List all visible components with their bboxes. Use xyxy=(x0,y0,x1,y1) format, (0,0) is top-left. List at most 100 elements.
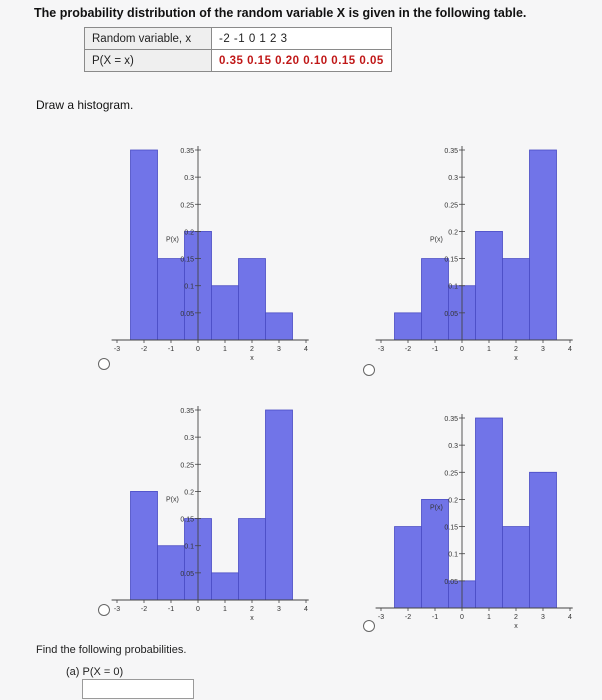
histogram-bar xyxy=(265,409,293,601)
y-tick-label: 0.15 xyxy=(180,257,194,264)
x-tick-label: 3 xyxy=(277,606,281,613)
x-tick-label: 3 xyxy=(541,614,545,621)
x-values: -2 -1 0 1 2 3 xyxy=(211,27,392,50)
answer-input-a[interactable] xyxy=(82,679,194,699)
radio-option-2[interactable] xyxy=(363,364,375,376)
x-tick-label: -3 xyxy=(378,346,384,353)
row-label-probability: P(X = x) xyxy=(84,49,212,72)
y-tick-label: 0.05 xyxy=(444,311,458,318)
x-tick-label: -3 xyxy=(114,606,120,613)
x-tick-label: -2 xyxy=(141,346,147,353)
histogram-svg: 0.05 0.1 0.15 0.2 0.25 0.3 0.35 -3 -2 -1 0 1 2 3 4 P(x)… xyxy=(375,414,573,630)
x-tick-label: 0 xyxy=(460,346,464,353)
y-tick-label: 0.3 xyxy=(184,435,194,442)
histogram-bar xyxy=(475,417,503,609)
x-tick-label: 3 xyxy=(277,346,281,353)
y-tick-label: 0.2 xyxy=(448,229,458,236)
y-axis-label: P(x) xyxy=(166,496,179,503)
histogram-option-2: 0.05 0.1 0.15 0.2 0.25 0.3 0.35 -3 -2 -1 0 1 2 3 4 P(x)… xyxy=(375,140,586,379)
y-tick-label: 0.1 xyxy=(184,284,194,291)
y-tick-label: 0.25 xyxy=(444,202,458,209)
y-tick-label: 0.35 xyxy=(444,416,458,423)
x-tick-label: -2 xyxy=(405,614,411,621)
x-tick-label: 4 xyxy=(568,614,572,621)
radio-option-3[interactable] xyxy=(98,604,110,616)
y-axis-label: P(x) xyxy=(166,236,179,243)
x-tick-label: -1 xyxy=(432,614,438,621)
y-tick-label: 0.15 xyxy=(180,517,194,524)
x-axis-label: x xyxy=(250,615,254,622)
histogram-bar xyxy=(421,499,449,609)
histogram-option-3: 0.05 0.1 0.15 0.2 0.25 0.3 0.35 -3 -2 -1 0 1 2 3 4 P(x)… xyxy=(111,400,322,639)
part-a-label: (a) P(X = 0) xyxy=(66,666,124,678)
x-tick-label: 4 xyxy=(304,606,308,613)
table-row-x: Random variable, x -2 -1 0 1 2 3 xyxy=(84,27,392,50)
y-tick-label: 0.2 xyxy=(448,497,458,504)
y-tick-label: 0.25 xyxy=(180,462,194,469)
y-tick-label: 0.1 xyxy=(184,544,194,551)
row-label-random-variable: Random variable, x xyxy=(84,27,212,50)
x-tick-label: -3 xyxy=(378,614,384,621)
x-tick-label: 0 xyxy=(196,346,200,353)
x-tick-label: 2 xyxy=(514,346,518,353)
histogram-bar xyxy=(394,312,422,341)
y-tick-label: 0.1 xyxy=(448,284,458,291)
radio-option-4[interactable] xyxy=(363,620,375,632)
histogram-option-1: 0.05 0.1 0.15 0.2 0.25 0.3 0.35 -3 -2 -1 0 1 2 3 4 P(x)… xyxy=(111,140,322,379)
histogram-bar xyxy=(475,231,503,341)
y-tick-label: 0.35 xyxy=(180,148,194,155)
y-axis-label: P(x) xyxy=(430,504,443,511)
y-tick-label: 0.3 xyxy=(448,175,458,182)
x-tick-label: -2 xyxy=(141,606,147,613)
y-tick-label: 0.35 xyxy=(180,408,194,415)
histogram-bar xyxy=(529,471,557,609)
y-tick-label: 0.3 xyxy=(448,443,458,450)
x-tick-label: 2 xyxy=(250,606,254,613)
x-tick-label: 1 xyxy=(223,606,227,613)
y-tick-label: 0.25 xyxy=(180,202,194,209)
x-tick-label: -3 xyxy=(114,346,120,353)
draw-prompt: Draw a histogram. xyxy=(36,98,134,112)
histogram-svg: 0.05 0.1 0.15 0.2 0.25 0.3 0.35 -3 -2 -1 0 1 2 3 4 P(x)… xyxy=(375,146,573,362)
histogram-svg: 0.05 0.1 0.15 0.2 0.25 0.3 0.35 -3 -2 -1 0 1 2 3 4 P(x)… xyxy=(111,146,309,362)
y-tick-label: 0.15 xyxy=(444,257,458,264)
x-tick-label: 4 xyxy=(568,346,572,353)
histogram-bar xyxy=(529,149,557,341)
x-tick-label: 4 xyxy=(304,346,308,353)
x-tick-label: 1 xyxy=(223,346,227,353)
histogram-bar xyxy=(157,258,185,341)
x-tick-label: 0 xyxy=(196,606,200,613)
histogram-option-4: 0.05 0.1 0.15 0.2 0.25 0.3 0.35 -3 -2 -1 0 1 2 3 4 P(x)… xyxy=(375,408,586,647)
probability-values: 0.35 0.15 0.20 0.10 0.15 0.05 xyxy=(211,49,392,72)
radio-option-1[interactable] xyxy=(98,358,110,370)
question-title: The probability distribution of the rand… xyxy=(34,6,527,20)
distribution-table: Random variable, x -2 -1 0 1 2 3 P(X = x… xyxy=(84,27,392,72)
histogram-bar xyxy=(421,258,449,341)
x-tick-label: 2 xyxy=(250,346,254,353)
y-tick-label: 0.05 xyxy=(444,579,458,586)
histogram-bar xyxy=(502,526,530,609)
histogram-bar xyxy=(211,572,239,601)
y-tick-label: 0.35 xyxy=(444,148,458,155)
histogram-bar xyxy=(211,285,239,341)
histogram-bar xyxy=(238,518,266,601)
x-tick-label: -1 xyxy=(168,606,174,613)
histogram-svg: 0.05 0.1 0.15 0.2 0.25 0.3 0.35 -3 -2 -1 0 1 2 3 4 P(x)… xyxy=(111,406,309,622)
x-tick-label: -1 xyxy=(168,346,174,353)
x-tick-label: -1 xyxy=(432,346,438,353)
x-axis-label: x xyxy=(514,623,518,630)
x-tick-label: 1 xyxy=(487,614,491,621)
x-tick-label: -2 xyxy=(405,346,411,353)
histogram-bar xyxy=(130,491,158,601)
y-tick-label: 0.1 xyxy=(448,552,458,559)
y-tick-label: 0.2 xyxy=(184,489,194,496)
histogram-bar xyxy=(394,526,422,609)
y-tick-label: 0.05 xyxy=(180,311,194,318)
x-tick-label: 0 xyxy=(460,614,464,621)
x-axis-label: x xyxy=(250,355,254,362)
histogram-bar xyxy=(265,312,293,341)
y-axis-label: P(x) xyxy=(430,236,443,243)
x-axis-label: x xyxy=(514,355,518,362)
find-prompt: Find the following probabilities. xyxy=(36,644,187,656)
x-tick-label: 1 xyxy=(487,346,491,353)
